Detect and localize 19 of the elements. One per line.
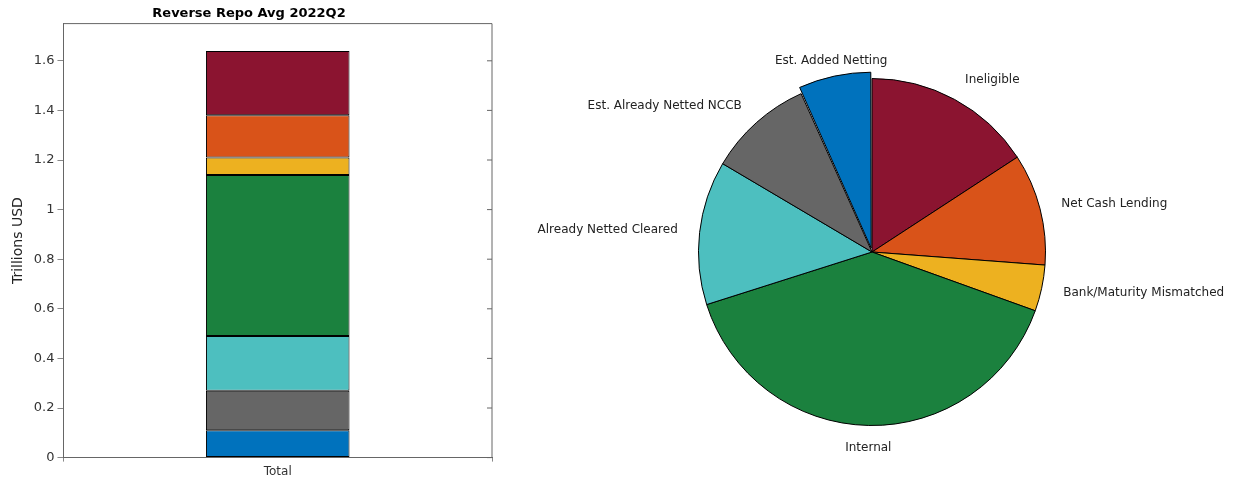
- slice-label: Bank/Maturity Mismatched: [1063, 284, 1225, 299]
- y-tick-label: 1.6: [33, 52, 55, 68]
- y-tick-label: 0.2: [33, 399, 55, 415]
- y-tick-label: 0.6: [33, 300, 55, 316]
- slice-label: Internal: [845, 439, 892, 454]
- y-tick-label: 0.4: [33, 349, 55, 365]
- slice-label: Ineligible: [965, 72, 1020, 87]
- y-tick-label: 0: [46, 448, 55, 464]
- y-tick-label: 1: [46, 200, 55, 216]
- y-tick-label: 0.8: [33, 250, 55, 266]
- y-tick-label: 1.4: [33, 101, 55, 117]
- y-tick-label: 1.2: [33, 151, 55, 167]
- x-tick-label: Total: [262, 463, 292, 478]
- chart-title: Reverse Repo Avg 2022Q2: [152, 5, 346, 21]
- slice-label: Net Cash Lending: [1061, 195, 1168, 210]
- slice-label: Already Netted Cleared: [537, 222, 678, 237]
- slice-label: Est. Already Netted NCCB: [587, 98, 742, 113]
- slice-label: Est. Added Netting: [774, 52, 888, 67]
- y-axis-title: Trillions USD: [9, 197, 26, 286]
